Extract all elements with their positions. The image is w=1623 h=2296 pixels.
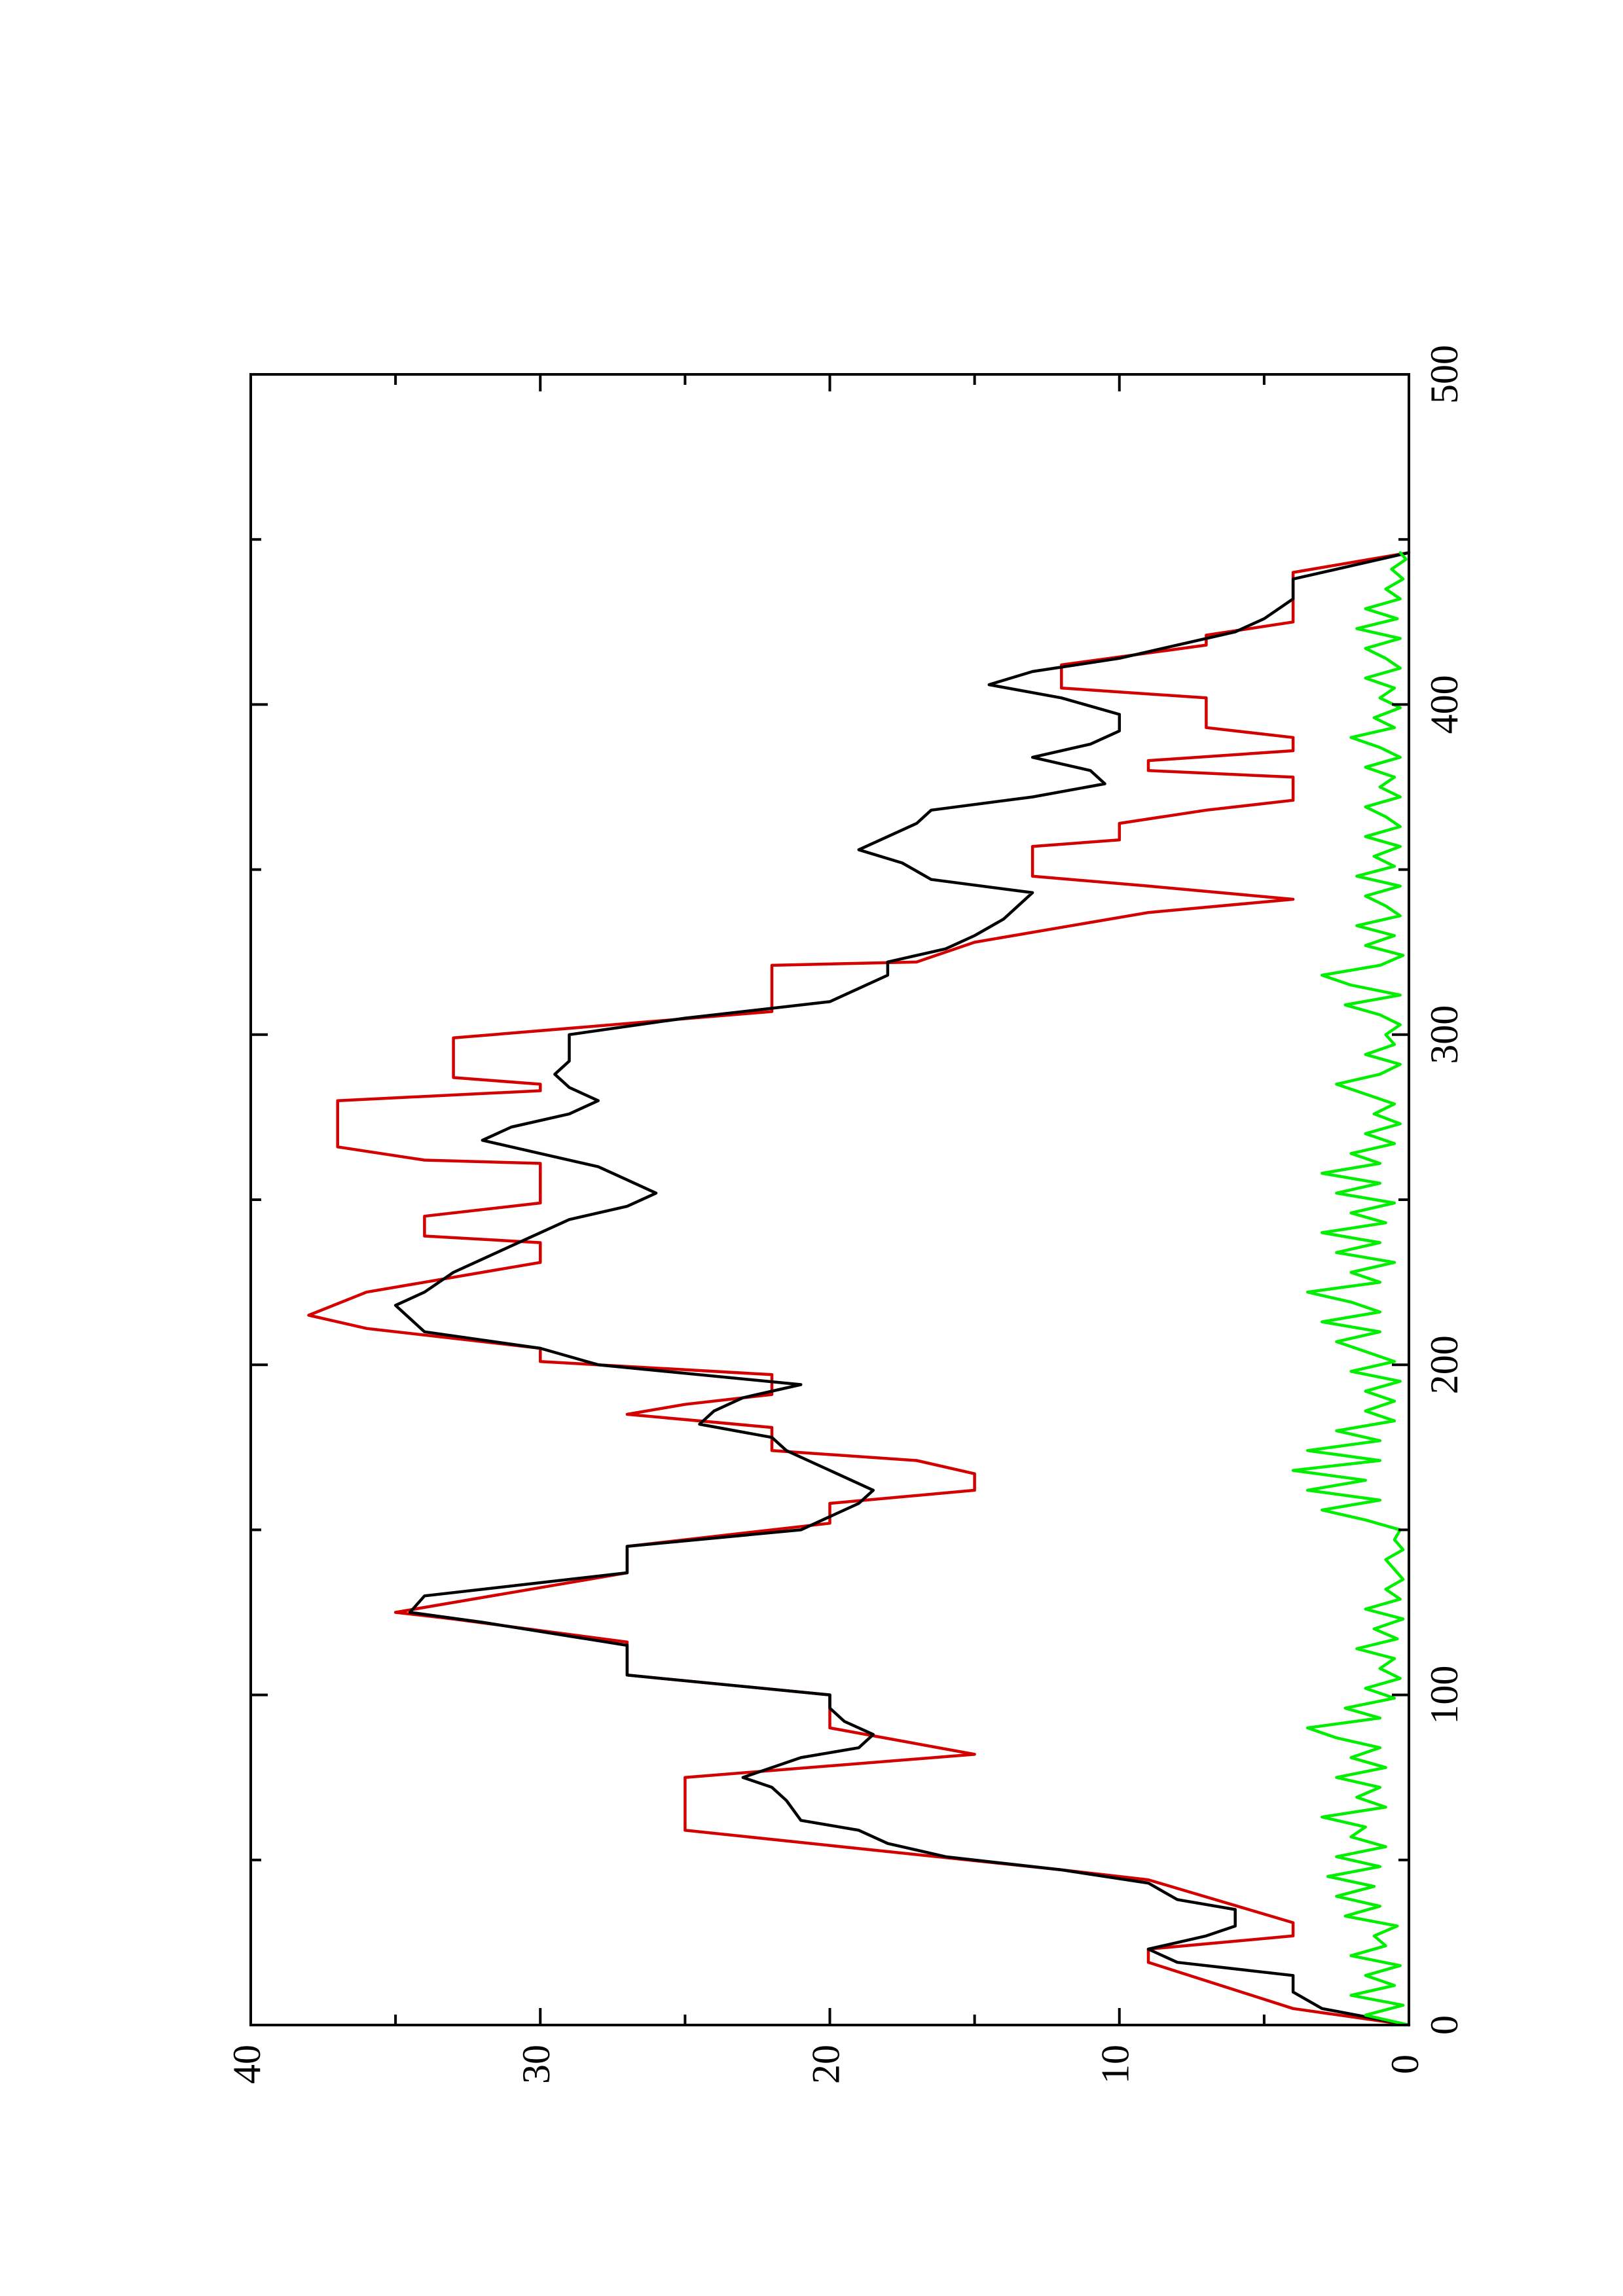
- x-tick-label: 0: [1423, 2015, 1466, 2035]
- x-tick-label: 400: [1423, 675, 1466, 734]
- ticks-layer: 0 100 200 300 400 500 0 10 20 30 40: [225, 345, 1466, 2084]
- x-tick-label: 100: [1423, 1666, 1466, 1725]
- x-tick-label: 500: [1423, 345, 1466, 404]
- y-tick-label: 20: [804, 2045, 847, 2084]
- y-tick-label: 10: [1094, 2045, 1137, 2084]
- x-tick-label: 200: [1423, 1335, 1466, 1394]
- plot-frame: [249, 373, 1410, 2026]
- series-layer: [307, 551, 1411, 2027]
- x-tick-label: 300: [1423, 1005, 1466, 1064]
- y-tick-label: 40: [225, 2045, 268, 2084]
- series-line-3: [1291, 551, 1411, 2027]
- y-tick-label: 0: [1383, 2054, 1427, 2074]
- y-tick-label: 30: [515, 2045, 558, 2084]
- series-line-2: [393, 551, 1411, 2027]
